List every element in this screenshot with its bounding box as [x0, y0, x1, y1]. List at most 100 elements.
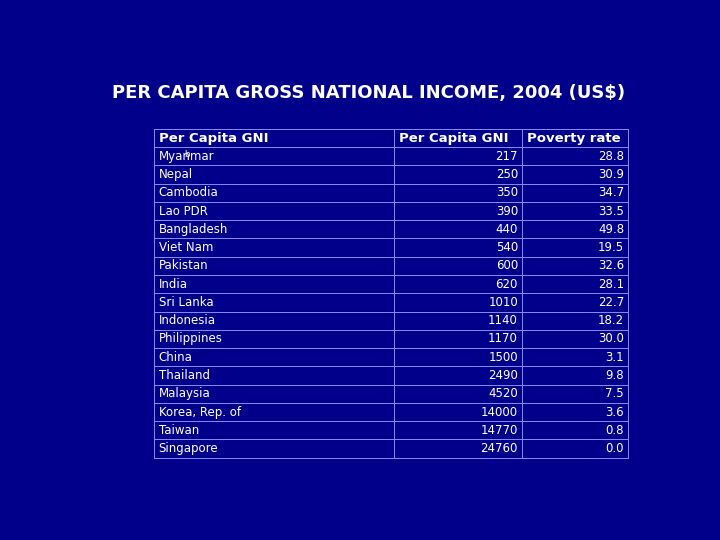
Text: Sri Lanka: Sri Lanka	[158, 296, 213, 309]
Text: Thailand: Thailand	[158, 369, 210, 382]
Bar	[394, 330, 523, 348]
Text: 0.0: 0.0	[606, 442, 624, 455]
Bar	[523, 312, 629, 330]
Text: Bangladesh: Bangladesh	[158, 223, 228, 236]
Bar	[154, 384, 394, 403]
Text: 440: 440	[495, 223, 518, 236]
Text: 49.8: 49.8	[598, 223, 624, 236]
Text: 7.5: 7.5	[606, 387, 624, 400]
Text: 14000: 14000	[481, 406, 518, 419]
Text: 33.5: 33.5	[598, 205, 624, 218]
Text: 30.0: 30.0	[598, 333, 624, 346]
Bar	[523, 147, 629, 165]
Bar	[154, 165, 394, 184]
Text: 28.1: 28.1	[598, 278, 624, 291]
Text: Malaysia: Malaysia	[158, 387, 210, 400]
Text: Per Capita GNI: Per Capita GNI	[158, 132, 268, 145]
Bar	[154, 293, 394, 312]
Text: Singapore: Singapore	[158, 442, 218, 455]
Bar	[154, 202, 394, 220]
Bar	[154, 348, 394, 366]
Bar	[394, 220, 523, 239]
Bar	[394, 348, 523, 366]
Bar	[394, 275, 523, 293]
Text: Pakistan: Pakistan	[158, 259, 208, 272]
Bar	[523, 403, 629, 421]
Text: 390: 390	[496, 205, 518, 218]
Bar	[394, 129, 523, 147]
Bar	[154, 129, 629, 458]
Text: 1010: 1010	[488, 296, 518, 309]
Bar	[154, 403, 394, 421]
Bar	[154, 129, 394, 147]
Bar	[394, 165, 523, 184]
Text: China: China	[158, 351, 192, 364]
Bar	[394, 421, 523, 440]
Bar	[394, 256, 523, 275]
Text: Indonesia: Indonesia	[158, 314, 215, 327]
Bar	[523, 129, 629, 147]
Bar	[523, 184, 629, 202]
Bar	[154, 421, 394, 440]
Bar	[523, 256, 629, 275]
Bar	[154, 330, 394, 348]
Bar	[154, 184, 394, 202]
Text: 350: 350	[496, 186, 518, 199]
Text: PER CAPITA GROSS NATIONAL INCOME, 2004 (US$): PER CAPITA GROSS NATIONAL INCOME, 2004 (…	[112, 84, 626, 102]
Bar	[523, 165, 629, 184]
Text: Philippines: Philippines	[158, 333, 222, 346]
Text: Per Capita GNI: Per Capita GNI	[399, 132, 508, 145]
Bar	[523, 202, 629, 220]
Text: 9.8: 9.8	[606, 369, 624, 382]
Text: 620: 620	[495, 278, 518, 291]
Bar	[523, 366, 629, 384]
Text: 28.8: 28.8	[598, 150, 624, 163]
Text: 24760: 24760	[481, 442, 518, 455]
Bar	[394, 239, 523, 256]
Bar	[394, 366, 523, 384]
Bar	[154, 147, 394, 165]
Text: 19.5: 19.5	[598, 241, 624, 254]
Bar	[394, 293, 523, 312]
Text: 250: 250	[496, 168, 518, 181]
Bar	[154, 366, 394, 384]
Text: 600: 600	[496, 259, 518, 272]
Bar	[523, 421, 629, 440]
Bar	[394, 202, 523, 220]
Text: Cambodia: Cambodia	[158, 186, 218, 199]
Bar	[523, 384, 629, 403]
Bar	[523, 275, 629, 293]
Text: 2490: 2490	[488, 369, 518, 382]
Bar	[523, 330, 629, 348]
Bar	[394, 440, 523, 458]
Text: Viet Nam: Viet Nam	[158, 241, 213, 254]
Text: 217: 217	[495, 150, 518, 163]
Text: 22.7: 22.7	[598, 296, 624, 309]
Text: Korea, Rep. of: Korea, Rep. of	[158, 406, 240, 419]
Text: India: India	[158, 278, 188, 291]
Text: b: b	[184, 150, 189, 159]
Bar	[394, 312, 523, 330]
Bar	[154, 239, 394, 256]
Bar	[523, 348, 629, 366]
Bar	[394, 184, 523, 202]
Bar	[394, 403, 523, 421]
Text: 1170: 1170	[488, 333, 518, 346]
Text: 18.2: 18.2	[598, 314, 624, 327]
Text: 32.6: 32.6	[598, 259, 624, 272]
Text: 1140: 1140	[488, 314, 518, 327]
Text: 3.1: 3.1	[606, 351, 624, 364]
Text: Lao PDR: Lao PDR	[158, 205, 207, 218]
Text: Myanmar: Myanmar	[158, 150, 215, 163]
Bar	[523, 220, 629, 239]
Text: 14770: 14770	[481, 424, 518, 437]
Text: 3.6: 3.6	[606, 406, 624, 419]
Bar	[523, 293, 629, 312]
Text: Nepal: Nepal	[158, 168, 193, 181]
Bar	[154, 275, 394, 293]
Bar	[394, 384, 523, 403]
Bar	[154, 256, 394, 275]
Text: Poverty rate: Poverty rate	[527, 132, 621, 145]
Text: 30.9: 30.9	[598, 168, 624, 181]
Text: 540: 540	[496, 241, 518, 254]
